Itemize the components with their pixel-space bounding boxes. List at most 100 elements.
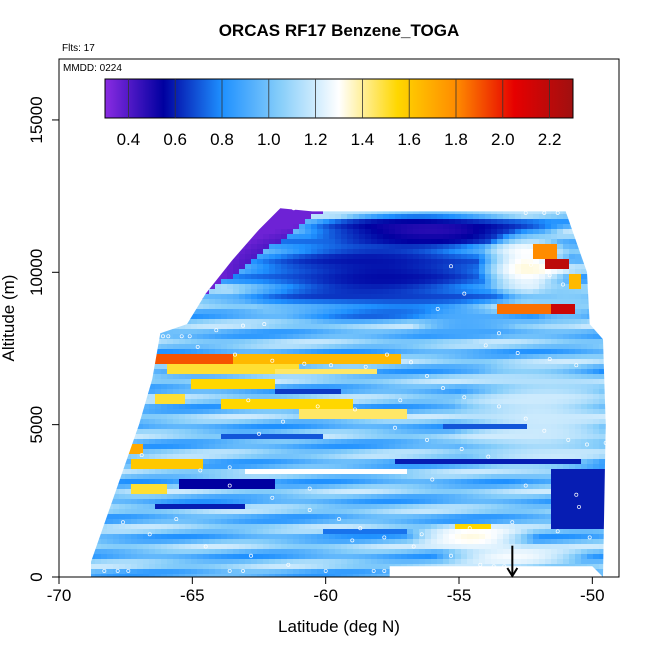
sample-point	[419, 532, 424, 537]
sample-point	[363, 364, 368, 369]
sample-point	[566, 210, 571, 215]
sample-point	[574, 492, 579, 497]
sample-point	[115, 568, 120, 573]
sample-point	[281, 419, 285, 424]
sample-point	[227, 483, 232, 488]
sample-point	[542, 210, 547, 215]
sample-point	[409, 360, 413, 365]
x-tick-label: -65	[180, 586, 205, 605]
sample-point	[302, 361, 307, 366]
sample-point	[233, 352, 237, 357]
sample-point	[286, 562, 291, 567]
colorbar-tick-label: 1.6	[397, 130, 421, 149]
sample-point	[497, 404, 501, 409]
sample-point	[350, 538, 355, 543]
sample-point	[587, 535, 592, 540]
sample-point	[257, 431, 261, 436]
colorbar: 0.4 0.6 0.8 1.0 1.2 1.4 1.6 1.8 2.0 2.2	[104, 78, 574, 149]
colorbar-gradient	[104, 78, 574, 119]
sample-point	[491, 564, 496, 569]
sample-point	[270, 495, 275, 500]
sample-point	[529, 262, 533, 267]
sample-point	[166, 334, 171, 339]
sample-point	[270, 358, 275, 363]
colorbar-tick-label: 1.8	[444, 130, 468, 149]
arrow-marker	[506, 545, 519, 578]
y-tick-label: 10000	[27, 249, 46, 296]
sample-point	[561, 282, 565, 287]
sample-point	[246, 398, 251, 403]
sample-point	[502, 564, 507, 569]
sample-point	[603, 440, 608, 445]
sample-point	[523, 416, 528, 421]
sample-point	[497, 331, 501, 336]
sample-point	[214, 328, 219, 333]
sample-point	[353, 407, 357, 412]
sample-point	[425, 373, 429, 378]
sample-points	[86, 206, 608, 573]
sample-point	[307, 508, 312, 512]
sample-point	[566, 437, 571, 442]
colorbar-ticks: 0.4 0.6 0.8 1.0 1.2 1.4 1.6 1.8 2.0 2.2	[117, 79, 562, 149]
x-axis: -70 -65 -60 -55 -50	[47, 577, 605, 605]
sample-point	[435, 306, 440, 311]
sample-point	[547, 273, 552, 278]
sample-point	[203, 544, 208, 549]
sample-point	[523, 210, 528, 215]
sample-point	[187, 334, 192, 339]
sample-point	[483, 343, 488, 348]
sample-point	[147, 532, 152, 537]
colorbar-tick-label: 0.6	[163, 130, 187, 149]
sample-point	[462, 395, 467, 400]
chart-title: ORCAS RF17 Benzene_TOGA	[219, 21, 460, 40]
sample-point	[126, 568, 131, 573]
sample-point	[523, 483, 528, 488]
sample-point	[411, 544, 416, 549]
y-axis-label: Altitude (m)	[0, 275, 18, 362]
colorbar-tick-label: 1.4	[351, 130, 375, 149]
sample-point	[179, 334, 184, 339]
sample-point	[227, 465, 232, 470]
sample-point	[393, 425, 397, 430]
sample-point	[542, 428, 547, 433]
sample-point	[486, 454, 491, 459]
y-tick-label: 0	[27, 572, 46, 581]
sample-point	[161, 334, 165, 339]
sample-point	[315, 404, 320, 409]
colorbar-tick-label: 2.2	[538, 130, 562, 149]
sample-point	[441, 386, 445, 391]
date-note: MMDD: 0224	[63, 63, 122, 74]
sample-point	[329, 363, 333, 368]
sample-point	[462, 291, 467, 296]
sample-point	[430, 477, 435, 482]
colorbar-tick-label: 2.0	[491, 130, 515, 149]
sample-point	[577, 504, 581, 509]
sample-point	[425, 437, 429, 442]
sample-point	[86, 568, 91, 573]
sample-point	[574, 363, 579, 368]
sample-point	[337, 517, 341, 522]
sample-point	[449, 553, 453, 558]
sample-point	[555, 210, 560, 215]
sample-point	[291, 206, 296, 211]
y-tick-label: 5000	[27, 406, 46, 444]
sample-point	[547, 357, 552, 362]
colorbar-tick-label: 0.4	[117, 130, 141, 149]
colorbar-tick-label: 0.8	[210, 130, 234, 149]
sample-point	[382, 535, 387, 540]
sample-point	[398, 398, 403, 403]
x-tick-label: -60	[313, 586, 338, 605]
arrow-head	[506, 567, 519, 578]
x-tick-label: -55	[447, 586, 472, 605]
sample-point	[121, 520, 125, 525]
sample-point	[262, 322, 267, 327]
sample-point	[478, 562, 483, 567]
x-tick-label: -70	[47, 586, 72, 605]
sample-point	[459, 447, 464, 451]
sample-point	[510, 520, 515, 525]
sample-point	[585, 442, 589, 447]
sample-point	[449, 264, 453, 269]
sample-point	[307, 486, 312, 491]
sample-point	[102, 568, 107, 573]
